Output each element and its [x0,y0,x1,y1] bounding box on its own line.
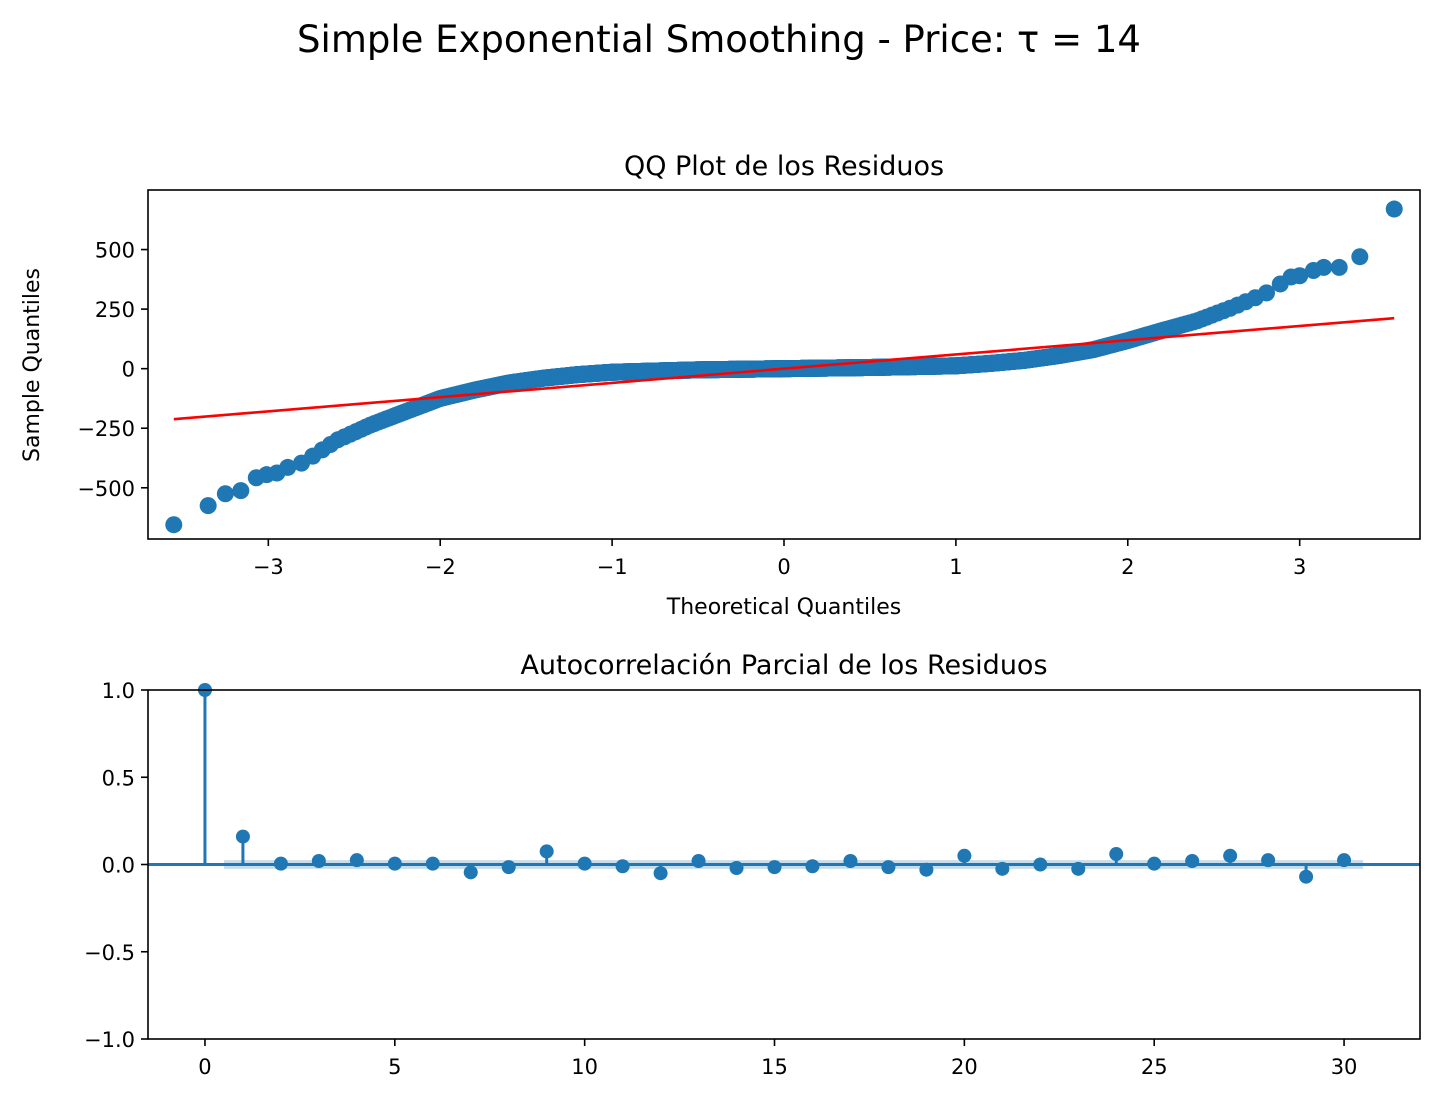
pacf-marker [577,856,592,871]
pacf-y-tick-label: −0.5 [84,941,135,965]
pacf-marker [729,860,744,875]
pacf-marker [919,862,934,877]
pacf-marker [1147,856,1162,871]
qq-sample-point [1330,258,1348,276]
pacf-plot: Autocorrelación Parcial de los Residuos … [84,650,1421,1079]
qq-y-tick-label: 0 [122,358,135,382]
pacf-marker [881,860,896,875]
pacf-marker [273,856,288,871]
qq-reference-line [173,316,1395,421]
qq-y-tick-label: −250 [77,417,135,441]
qq-points [165,200,1403,534]
qq-x-tick-label: 2 [1121,555,1134,579]
qq-x-tick-label: −2 [425,555,456,579]
pacf-marker [767,860,782,875]
qq-y-tick-label: 250 [95,298,135,322]
qq-sample-point [232,482,250,500]
pacf-y-tick-label: 0.0 [102,854,135,878]
pacf-x-tick-label: 30 [1331,1055,1358,1079]
qq-sample-point [1291,267,1309,285]
pacf-marker [311,854,326,869]
qq-sample-point [1315,258,1333,276]
qq-y-axis: −500 −250 0 250 500 [77,239,148,501]
pacf-marker [539,844,554,859]
pacf-marker [957,848,972,863]
pacf-marker [691,854,706,869]
pacf-x-axis: 0 5 10 15 20 25 30 [198,1039,1357,1079]
qq-sample-point [199,497,217,515]
pacf-marker [425,856,440,871]
figure-suptitle: Simple Exponential Smoothing - Price: τ … [297,18,1141,61]
qq-y-tick-label: −500 [77,477,135,501]
pacf-marker [1033,857,1048,872]
qq-x-tick-label: 1 [949,555,962,579]
pacf-marker [501,860,516,875]
qq-sample-point [1385,200,1403,218]
pacf-marker [615,859,630,874]
qq-y-tick-label: 500 [95,239,135,263]
pacf-marker [653,866,668,881]
qq-x-tick-label: −3 [253,555,284,579]
pacf-marker [843,854,858,869]
pacf-marker [1223,848,1238,863]
qq-x-tick-label: 0 [777,555,790,579]
pacf-x-tick-label: 10 [571,1055,598,1079]
pacf-marker [1071,861,1086,876]
pacf-x-tick-label: 0 [198,1055,211,1079]
pacf-stems [197,683,1352,884]
pacf-plot-title: Autocorrelación Parcial de los Residuos [520,650,1047,681]
qq-y-axis-label: Sample Quantiles [20,268,45,462]
qq-sample-point [165,516,183,534]
pacf-marker [1185,854,1200,869]
qq-plot: QQ Plot de los Residuos −3 −2 −1 0 1 2 3 −500−… [20,151,1421,620]
pacf-marker [235,829,250,844]
qq-x-axis-label: Theoretical Quantiles [666,595,901,620]
pacf-x-tick-label: 15 [761,1055,788,1079]
qq-sample-point [216,485,234,503]
pacf-x-tick-label: 25 [1141,1055,1168,1079]
qq-plot-title: QQ Plot de los Residuos [624,151,944,182]
qq-x-tick-label: 3 [1293,555,1306,579]
pacf-marker [805,859,820,874]
pacf-marker [463,865,478,880]
pacf-y-tick-label: 0.5 [102,766,135,790]
qq-x-axis: −3 −2 −1 0 1 2 3 [253,539,1306,579]
pacf-y-tick-label: −1.0 [84,1028,135,1052]
pacf-marker [387,856,402,871]
pacf-marker [349,853,364,868]
pacf-marker [1299,869,1314,884]
pacf-y-tick-label: 1.0 [102,679,135,703]
pacf-marker [1109,847,1124,862]
qq-sample-point [1351,248,1369,266]
pacf-x-tick-label: 5 [388,1055,401,1079]
pacf-marker [1261,853,1276,868]
pacf-marker [1337,853,1352,868]
qq-sample-point [268,464,286,482]
pacf-marker [995,861,1010,876]
qq-sample-point [1258,284,1276,302]
pacf-y-axis: −1.0 −0.5 0.0 0.5 1.0 [84,679,148,1052]
qq-x-tick-label: −1 [597,555,628,579]
pacf-x-tick-label: 20 [951,1055,978,1079]
